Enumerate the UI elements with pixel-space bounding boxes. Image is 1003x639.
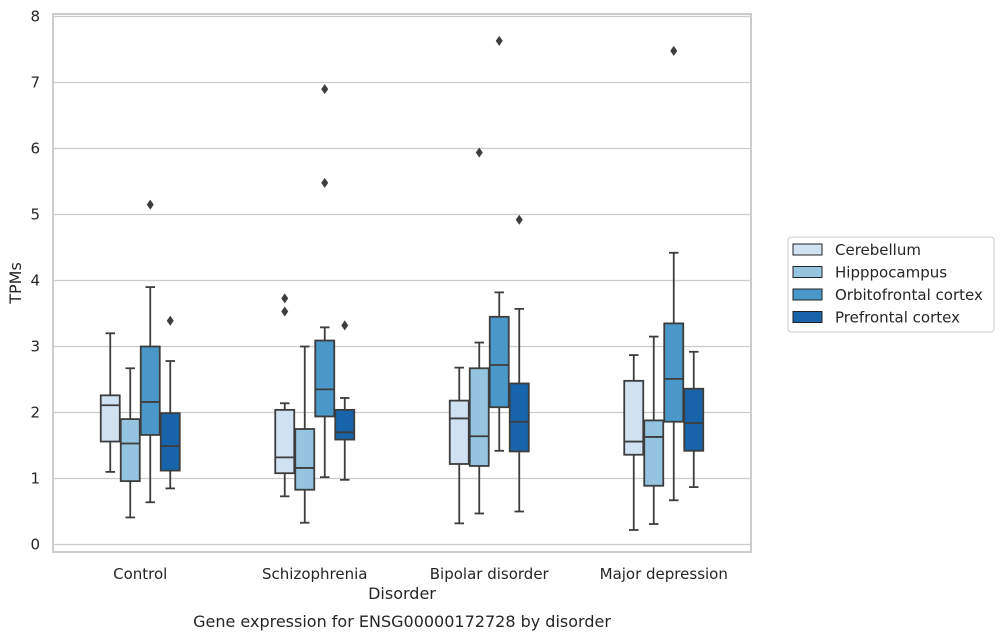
box: [643, 335, 665, 525]
box-body: [334, 408, 356, 441]
box: [508, 214, 530, 513]
box-body: [468, 367, 490, 467]
box-body: [159, 412, 181, 472]
box-body: [508, 382, 530, 453]
outlier-point: [475, 147, 483, 158]
box-body: [448, 399, 470, 465]
outlier-point: [281, 293, 289, 304]
outlier-point: [321, 177, 329, 188]
box: [663, 45, 685, 502]
outlier-point: [670, 45, 678, 56]
box: [119, 367, 141, 519]
legend-swatch: [792, 243, 823, 256]
outlier-point: [321, 84, 329, 95]
legend-label: Cerebellum: [835, 241, 921, 259]
y-axis-label: TPMs: [6, 262, 25, 305]
y-tick-label: 1: [30, 470, 40, 488]
box-body: [623, 379, 645, 456]
box: [139, 199, 161, 504]
y-axis-ticks: 0 1 2 3 4 5 6 7 8: [30, 8, 40, 554]
plot-frame: [52, 13, 752, 553]
chart-title: Gene expression for ENSG00000172728 by d…: [193, 612, 611, 631]
legend-swatch: [792, 288, 823, 301]
box-body: [294, 428, 316, 491]
box-body: [119, 418, 141, 483]
outlier-point: [281, 306, 289, 317]
box-plot-series: [99, 35, 705, 531]
x-tick-label: Bipolar disorder: [430, 565, 550, 583]
box: [334, 320, 356, 481]
box: [294, 345, 316, 524]
box-body: [274, 408, 296, 475]
y-tick-label: 3: [30, 338, 40, 356]
box: [274, 293, 296, 498]
legend-swatch: [792, 266, 823, 278]
x-tick-label: Schizophrenia: [262, 565, 367, 583]
legend-label: Prefrontal cortex: [835, 309, 960, 327]
box: [623, 354, 645, 531]
box: [99, 332, 121, 473]
x-tick-label: Control: [113, 565, 167, 583]
legend-swatch: [792, 311, 823, 323]
legend: Cerebellum Hipppocampus Orbitofrontal cort…: [787, 236, 995, 333]
box-body: [683, 387, 705, 452]
legend-label: Hipppocampus: [835, 264, 947, 282]
y-tick-label: 2: [30, 404, 40, 422]
outlier-point: [166, 315, 174, 326]
box-body: [643, 419, 665, 487]
box: [314, 84, 336, 479]
y-tick-label: 4: [30, 272, 40, 290]
y-tick-label: 5: [30, 206, 40, 224]
outlier-point: [495, 35, 503, 46]
x-tick-label: Major depression: [600, 565, 728, 583]
y-tick-label: 0: [30, 536, 40, 554]
box: [488, 35, 510, 452]
box: [159, 315, 181, 490]
outlier-point: [146, 199, 154, 210]
x-axis-ticks: Control Schizophrenia Bipolar disorder Majo…: [113, 565, 728, 583]
y-tick-label: 7: [30, 74, 40, 92]
box-body: [314, 339, 336, 418]
y-tick-label: 8: [30, 8, 40, 26]
box: [683, 350, 705, 488]
box-body: [139, 345, 161, 436]
outlier-point: [341, 320, 349, 331]
legend-label: Orbitofrontal cortex: [835, 286, 983, 304]
outlier-point: [515, 214, 523, 225]
box-body: [99, 394, 121, 443]
box: [448, 366, 470, 525]
x-axis-label: Disorder: [368, 584, 436, 603]
y-tick-label: 6: [30, 140, 40, 158]
box-body: [488, 315, 510, 409]
box-body: [663, 322, 685, 423]
legend-frame: [787, 236, 995, 333]
box: [468, 147, 490, 515]
